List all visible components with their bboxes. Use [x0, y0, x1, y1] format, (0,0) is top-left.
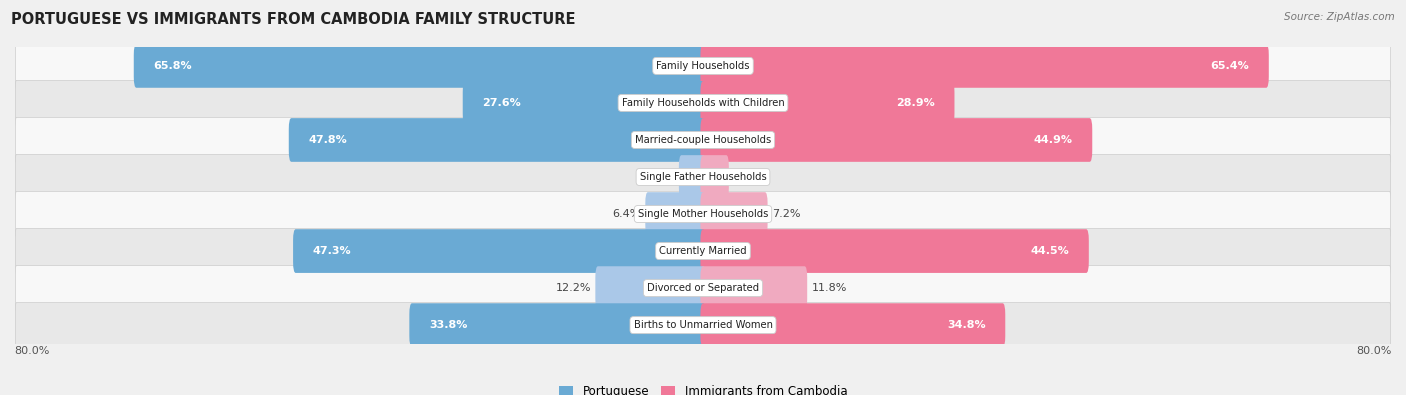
Text: 34.8%: 34.8% — [946, 320, 986, 330]
Text: 47.8%: 47.8% — [308, 135, 347, 145]
Text: Family Households with Children: Family Households with Children — [621, 98, 785, 108]
Text: 65.4%: 65.4% — [1211, 61, 1249, 71]
Text: 47.3%: 47.3% — [314, 246, 352, 256]
Text: 27.6%: 27.6% — [482, 98, 522, 108]
FancyBboxPatch shape — [700, 44, 1268, 88]
FancyBboxPatch shape — [700, 81, 955, 125]
FancyBboxPatch shape — [679, 155, 706, 199]
FancyBboxPatch shape — [15, 303, 1391, 348]
FancyBboxPatch shape — [700, 118, 1092, 162]
Legend: Portuguese, Immigrants from Cambodia: Portuguese, Immigrants from Cambodia — [554, 380, 852, 395]
FancyBboxPatch shape — [15, 192, 1391, 237]
Text: 7.2%: 7.2% — [772, 209, 800, 219]
Text: Married-couple Households: Married-couple Households — [636, 135, 770, 145]
FancyBboxPatch shape — [15, 265, 1391, 311]
FancyBboxPatch shape — [15, 43, 1391, 88]
Text: PORTUGUESE VS IMMIGRANTS FROM CAMBODIA FAMILY STRUCTURE: PORTUGUESE VS IMMIGRANTS FROM CAMBODIA F… — [11, 12, 575, 27]
Text: 12.2%: 12.2% — [555, 283, 591, 293]
Text: Source: ZipAtlas.com: Source: ZipAtlas.com — [1284, 12, 1395, 22]
Text: 44.9%: 44.9% — [1033, 135, 1073, 145]
Text: 11.8%: 11.8% — [811, 283, 846, 293]
FancyBboxPatch shape — [463, 81, 706, 125]
Text: 2.5%: 2.5% — [647, 172, 675, 182]
FancyBboxPatch shape — [15, 154, 1391, 199]
FancyBboxPatch shape — [700, 229, 1088, 273]
FancyBboxPatch shape — [700, 192, 768, 236]
Text: 33.8%: 33.8% — [429, 320, 468, 330]
Text: 28.9%: 28.9% — [896, 98, 935, 108]
Text: 65.8%: 65.8% — [153, 61, 193, 71]
Text: Births to Unmarried Women: Births to Unmarried Women — [634, 320, 772, 330]
Text: 6.4%: 6.4% — [613, 209, 641, 219]
FancyBboxPatch shape — [645, 192, 706, 236]
Text: Single Mother Households: Single Mother Households — [638, 209, 768, 219]
FancyBboxPatch shape — [292, 229, 706, 273]
Text: 2.7%: 2.7% — [733, 172, 762, 182]
Text: 80.0%: 80.0% — [14, 346, 49, 356]
FancyBboxPatch shape — [700, 155, 728, 199]
FancyBboxPatch shape — [15, 80, 1391, 126]
Text: Family Households: Family Households — [657, 61, 749, 71]
FancyBboxPatch shape — [288, 118, 706, 162]
Text: 44.5%: 44.5% — [1031, 246, 1069, 256]
FancyBboxPatch shape — [15, 228, 1391, 274]
Text: 80.0%: 80.0% — [1357, 346, 1392, 356]
FancyBboxPatch shape — [595, 266, 706, 310]
FancyBboxPatch shape — [700, 266, 807, 310]
Text: Currently Married: Currently Married — [659, 246, 747, 256]
Text: Single Father Households: Single Father Households — [640, 172, 766, 182]
FancyBboxPatch shape — [409, 303, 706, 347]
FancyBboxPatch shape — [134, 44, 706, 88]
Text: Divorced or Separated: Divorced or Separated — [647, 283, 759, 293]
FancyBboxPatch shape — [15, 117, 1391, 163]
FancyBboxPatch shape — [700, 303, 1005, 347]
